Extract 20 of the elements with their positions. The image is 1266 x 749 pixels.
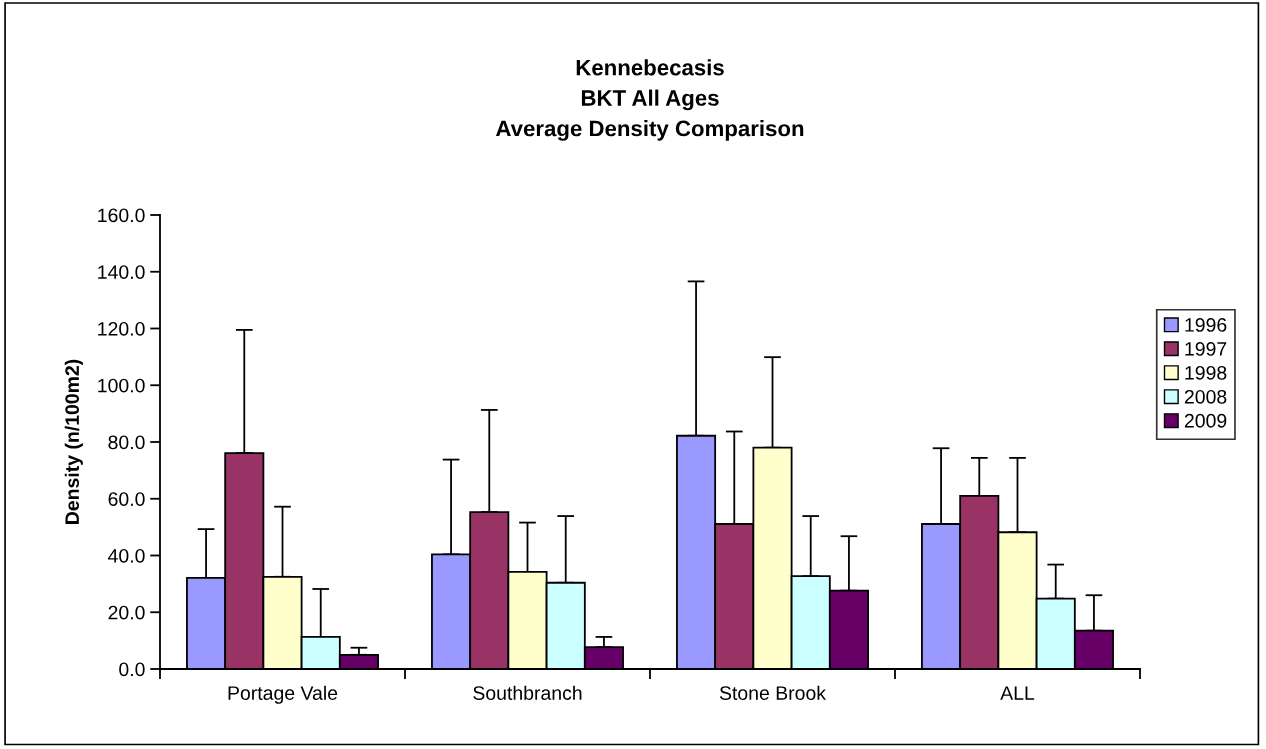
chart-title: Kennebecasis BKT All Ages Average Density Comparison [495,59,804,141]
legend-label: 2009 [1184,413,1227,428]
x-tick-label: Southbranch [473,685,582,700]
y-tick-label: 140.0 [98,265,145,279]
legend-label: 1997 [1185,341,1227,356]
y-axis-title: Density (n/100m2) [64,359,83,524]
y-tick-label: 40.0 [108,548,145,563]
legend-label: 2008 [1184,389,1227,404]
y-tick-label: 60.0 [108,492,145,506]
y-tick-label: 160.0 [98,208,145,223]
y-tick-label: 100.0 [98,378,145,393]
y-tick-label: 0.0 [119,662,145,677]
x-tick-label: ALL [1000,686,1035,700]
x-tick-label: Stone Brook [719,685,827,700]
legend-label: 1998 [1185,365,1227,380]
x-tick-label: Portage Vale [228,685,338,704]
y-tick-label: 20.0 [108,605,145,620]
legend-label: 1996 [1185,318,1227,332]
y-tick-label: 120.0 [98,321,145,336]
y-tick-label: 80.0 [108,435,145,450]
